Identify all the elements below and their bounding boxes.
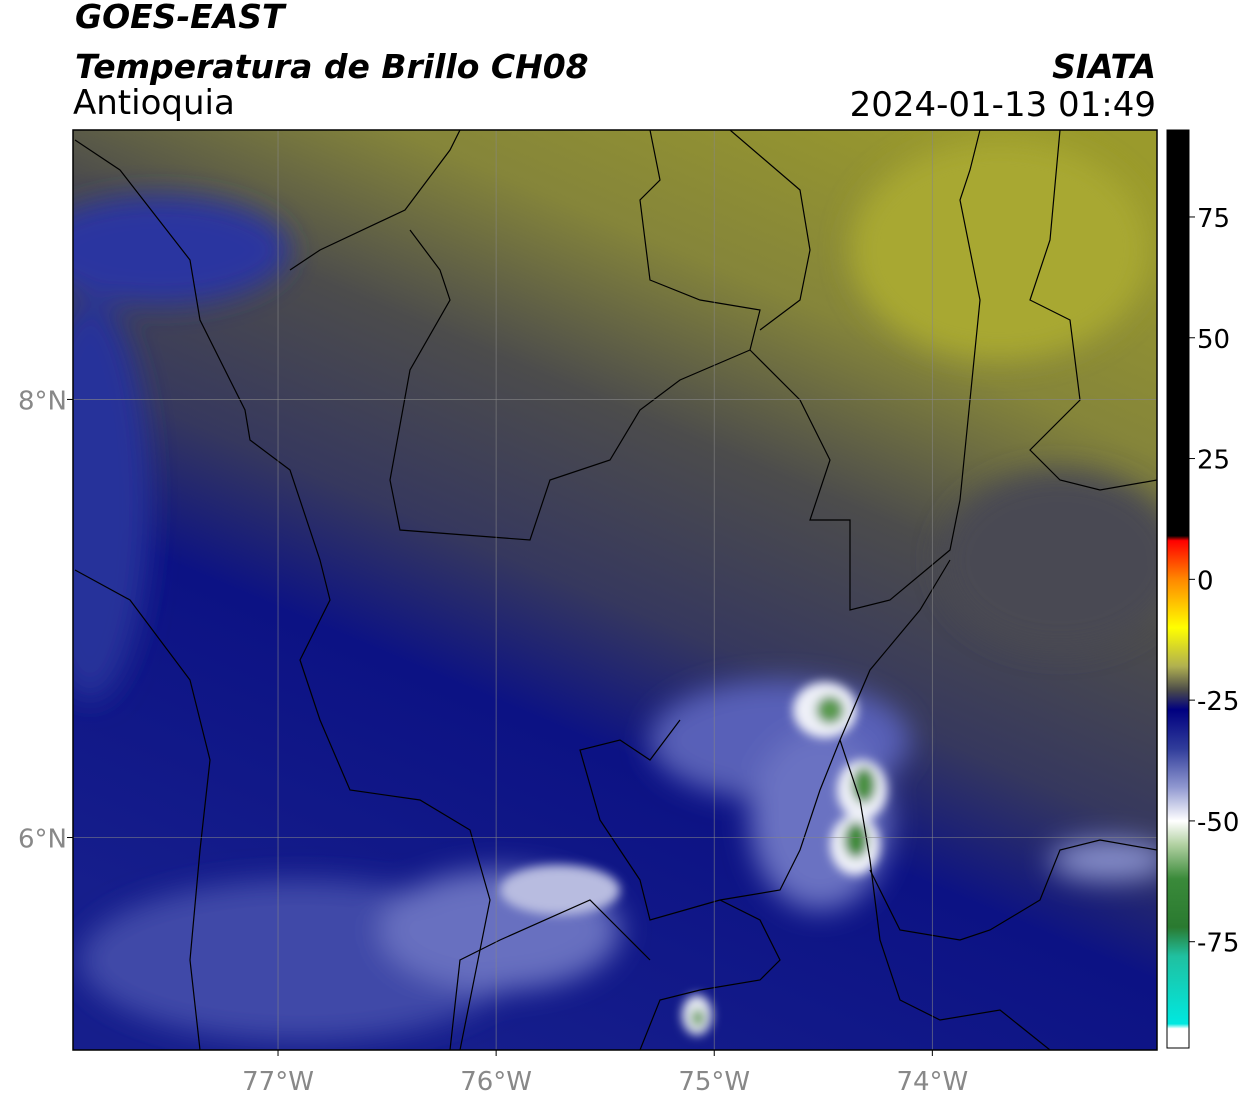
title: GOES-EAST xyxy=(75,0,287,36)
x-tick-label: 74°W xyxy=(896,1067,968,1097)
colorbar-tick-label: 25 xyxy=(1197,446,1230,476)
colorbar xyxy=(1166,129,1190,1049)
borders xyxy=(74,130,1157,1050)
map-frame xyxy=(72,129,1158,1051)
map-field xyxy=(73,130,1157,1050)
source: SIATA xyxy=(1052,47,1156,86)
x-tick-label: 75°W xyxy=(678,1067,750,1097)
colorbar-tick-label: 75 xyxy=(1197,204,1230,234)
timestamp: 2024-01-13 01:49 xyxy=(850,85,1156,125)
y-tick-label: 6°N xyxy=(18,825,67,855)
colorbar-tick-label: 50 xyxy=(1197,325,1230,355)
cold-tops xyxy=(500,682,887,1035)
subtitle: Temperatura de Brillo CH08 xyxy=(75,47,589,86)
colorbar-tick-label: -75 xyxy=(1197,929,1239,959)
region: Antioquia xyxy=(73,83,235,123)
y-tick-label: 8°N xyxy=(18,386,67,416)
x-tick-label: 76°W xyxy=(460,1067,532,1097)
colorbar-tick-label: -50 xyxy=(1197,808,1239,838)
colorbar-tick-label: 0 xyxy=(1197,566,1214,596)
x-tick-label: 77°W xyxy=(242,1067,314,1097)
colorbar-tick-label: -25 xyxy=(1197,687,1239,717)
gridlines xyxy=(73,130,1157,1050)
